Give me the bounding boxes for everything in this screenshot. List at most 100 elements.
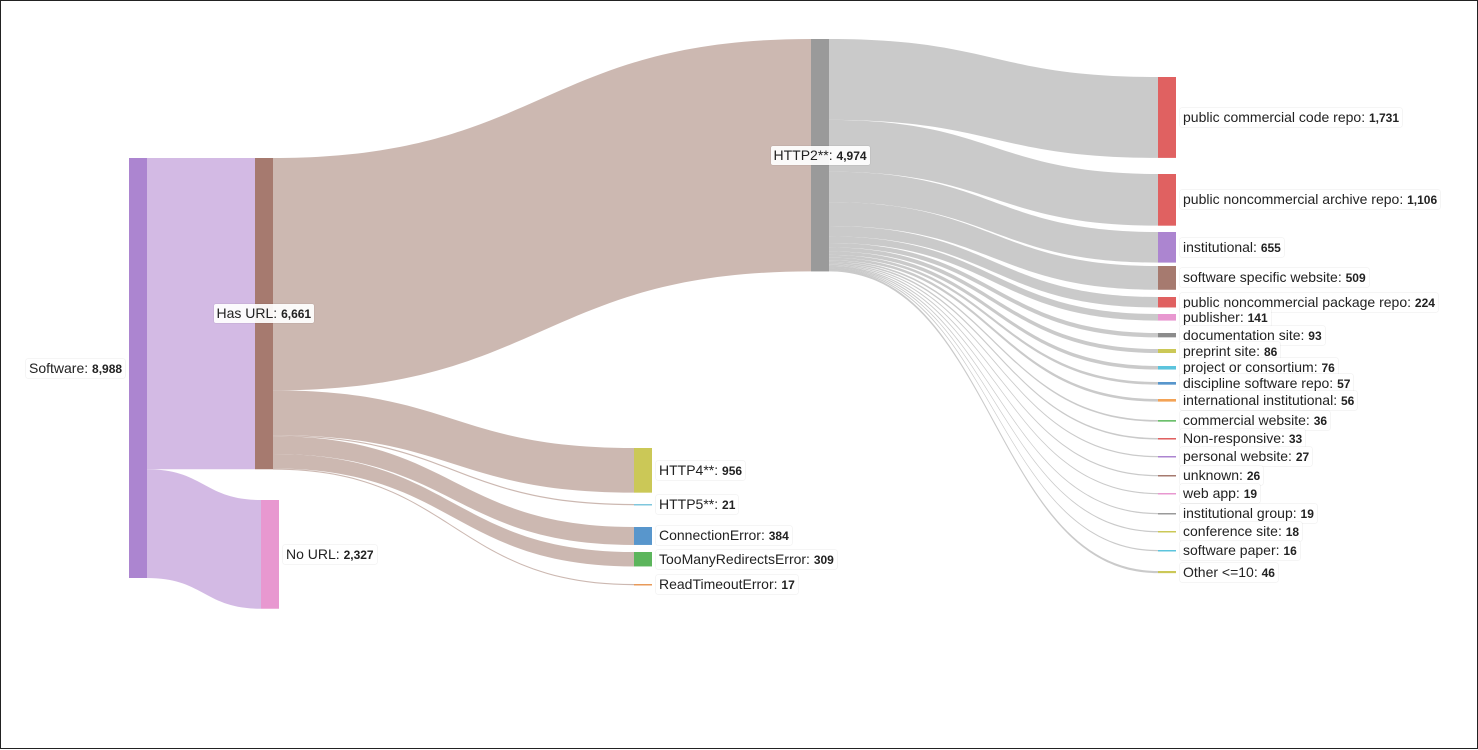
label-value: 8,988 <box>92 361 123 376</box>
label-webapp: web app: 19 <box>1180 484 1261 504</box>
node-http4[interactable] <box>634 448 652 493</box>
label-text: ConnectionError: <box>659 527 769 544</box>
label-conference: conference site: 18 <box>1180 522 1303 542</box>
link-http2-to-pub_package[interactable] <box>829 225 1158 308</box>
link-has_url-to-timeout_err[interactable] <box>273 468 634 586</box>
label-pub_package: public noncommercial package repo: 224 <box>1180 292 1438 312</box>
link-http2-to-personal[interactable] <box>829 263 1158 458</box>
label-text: personal website: <box>1183 448 1296 465</box>
label-nonresp: Non-responsive: 33 <box>1180 429 1306 449</box>
link-http2-to-publisher[interactable] <box>829 236 1158 321</box>
label-value: 27 <box>1295 450 1310 465</box>
link-software-to-has_url[interactable] <box>147 158 255 470</box>
link-http2-to-sw_paper[interactable] <box>829 268 1158 552</box>
label-text: commercial website: <box>1183 412 1314 429</box>
node-timeout_err[interactable] <box>634 584 652 586</box>
link-http2-to-nonresp[interactable] <box>829 261 1158 440</box>
node-doc_site[interactable] <box>1158 333 1176 338</box>
node-pub_package[interactable] <box>1158 297 1176 308</box>
link-http2-to-pub_code[interactable] <box>829 39 1158 158</box>
label-value: 19 <box>1300 507 1314 522</box>
label-text: web app: <box>1183 485 1244 502</box>
link-http2-to-other[interactable] <box>829 269 1158 574</box>
label-text: software specific website: <box>1183 269 1346 286</box>
label-value: 16 <box>1283 544 1297 559</box>
label-text: institutional: <box>1183 238 1261 255</box>
link-http2-to-commercial[interactable] <box>829 260 1158 422</box>
link-has_url-to-http4[interactable] <box>273 390 634 493</box>
label-value: 384 <box>768 529 789 544</box>
label-text: unknown: <box>1183 467 1247 484</box>
link-has_url-to-conn_err[interactable] <box>273 436 634 545</box>
link-http2-to-discipline[interactable] <box>829 254 1158 385</box>
label-text: documentation site: <box>1183 326 1309 343</box>
link-http2-to-conference[interactable] <box>829 267 1158 533</box>
node-no_url[interactable] <box>261 500 279 609</box>
label-value: 1,731 <box>1368 110 1400 125</box>
label-text: discipline software repo: <box>1183 374 1338 391</box>
node-http5[interactable] <box>634 504 652 506</box>
node-discipline[interactable] <box>1158 382 1176 385</box>
label-value: 224 <box>1414 295 1435 310</box>
node-commercial[interactable] <box>1158 420 1176 422</box>
link-has_url-to-http5[interactable] <box>273 435 634 506</box>
node-pub_code[interactable] <box>1158 77 1176 158</box>
label-text: HTTP2**: <box>773 146 837 163</box>
link-software-to-no_url[interactable] <box>147 469 261 609</box>
node-institutional[interactable] <box>1158 232 1176 263</box>
link-http2-to-inst_group[interactable] <box>829 266 1158 515</box>
link-http2-to-sw_website[interactable] <box>829 202 1158 290</box>
label-text: project or consortium: <box>1183 359 1322 376</box>
node-publisher[interactable] <box>1158 314 1176 321</box>
label-commercial: commercial website: 36 <box>1180 411 1331 431</box>
link-http2-to-institutional[interactable] <box>829 171 1158 263</box>
label-pub_code: public commercial code repo: 1,731 <box>1180 107 1403 127</box>
label-value: 33 <box>1288 432 1303 447</box>
label-value: 655 <box>1260 240 1281 255</box>
node-pub_archive[interactable] <box>1158 174 1176 226</box>
label-text: public noncommercial archive repo: <box>1183 191 1408 208</box>
node-project[interactable] <box>1158 366 1176 370</box>
label-text: HTTP4**: <box>659 461 723 478</box>
label-text: conference site: <box>1183 523 1286 540</box>
node-intl_inst[interactable] <box>1158 399 1176 402</box>
node-personal[interactable] <box>1158 456 1176 458</box>
label-value: 141 <box>1247 310 1268 325</box>
label-inst_group: institutional group: 19 <box>1180 504 1317 524</box>
label-sw_paper: software paper: 16 <box>1180 541 1300 561</box>
node-sw_paper[interactable] <box>1158 550 1176 552</box>
label-value: 56 <box>1341 393 1355 408</box>
link-http2-to-unknown[interactable] <box>829 264 1158 477</box>
label-http2: HTTP2**: 4,974 <box>770 145 870 165</box>
link-http2-to-pub_archive[interactable] <box>829 119 1158 226</box>
node-sw_website[interactable] <box>1158 266 1176 290</box>
label-value: 86 <box>1263 344 1278 359</box>
label-value: 19 <box>1243 487 1258 502</box>
node-conference[interactable] <box>1158 531 1176 533</box>
link-http2-to-webapp[interactable] <box>829 265 1158 495</box>
label-text: No URL: <box>286 545 344 562</box>
label-text: software paper: <box>1183 542 1284 559</box>
label-personal: personal website: 27 <box>1180 447 1313 467</box>
link-has_url-to-http2[interactable] <box>273 39 811 391</box>
label-conn_err: ConnectionError: 384 <box>656 526 792 546</box>
label-value: 309 <box>813 552 834 567</box>
link-http2-to-intl_inst[interactable] <box>829 257 1158 402</box>
node-conn_err[interactable] <box>634 527 652 545</box>
link-has_url-to-redirect_err[interactable] <box>273 454 634 567</box>
node-inst_group[interactable] <box>1158 513 1176 515</box>
node-webapp[interactable] <box>1158 493 1176 495</box>
node-nonresp[interactable] <box>1158 438 1176 440</box>
label-doc_site: documentation site: 93 <box>1180 325 1325 345</box>
node-redirect_err[interactable] <box>634 552 652 567</box>
link-http2-to-preprint[interactable] <box>829 247 1158 354</box>
node-software[interactable] <box>129 158 147 578</box>
link-http2-to-project[interactable] <box>829 251 1158 370</box>
node-other[interactable] <box>1158 571 1176 574</box>
node-preprint[interactable] <box>1158 349 1176 354</box>
node-unknown[interactable] <box>1158 475 1176 477</box>
label-text: Non-responsive: <box>1183 430 1289 447</box>
link-http2-to-doc_site[interactable] <box>829 243 1158 338</box>
label-text: HTTP5**: <box>659 496 723 513</box>
